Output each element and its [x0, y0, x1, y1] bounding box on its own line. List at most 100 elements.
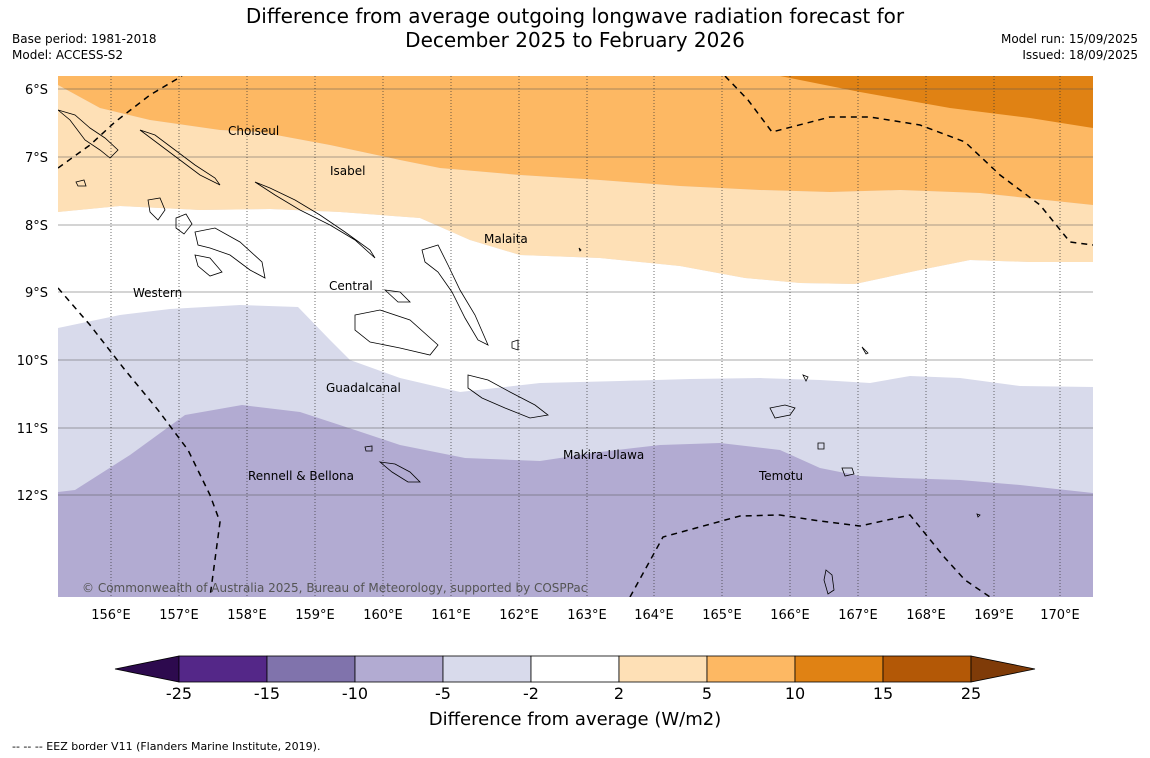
colorbar-segment: [354, 655, 444, 683]
island-vanikoro: [841, 467, 855, 477]
lat-label: 11°S: [17, 422, 48, 437]
region-label-choiseul: Choiseul: [228, 124, 279, 138]
base-period: Base period: 1981-2018: [12, 32, 157, 46]
eez-borders: [58, 76, 1093, 597]
island-ulawa: [511, 339, 519, 351]
island-reef: [861, 346, 869, 355]
lon-label: 162°E: [499, 608, 539, 623]
island-makira: [467, 374, 549, 419]
island-choiseul: [139, 129, 221, 186]
island-utupua: [817, 442, 825, 450]
colorbar-extend-max: [970, 655, 1036, 683]
lat-label: 10°S: [17, 354, 48, 369]
map-title: Difference from average outgoing longwav…: [0, 4, 1150, 52]
title-line-2: December 2025 to February 2026: [405, 28, 745, 52]
island-kolombangara: [175, 213, 193, 235]
copyright-note: © Commonwealth of Australia 2025, Bureau…: [82, 581, 587, 595]
region-label-makira-ulawa: Makira-Ulawa: [563, 448, 644, 462]
island-malaita: [421, 244, 489, 346]
lon-label: 165°E: [702, 608, 742, 623]
island-isabel: [254, 181, 376, 259]
colorbar-tick: 15: [872, 684, 894, 703]
latitude-labels: 6°S 7°S 8°S 9°S 10°S 11°S 12°S: [17, 83, 48, 504]
region-label-temotu: Temotu: [758, 469, 803, 483]
lon-label: 170°E: [1040, 608, 1080, 623]
meta-right: Model run: 15/09/2025 Issued: 18/09/2025: [1001, 31, 1138, 63]
colorbar-tick: -5: [435, 684, 451, 703]
graticule: [58, 88, 1093, 496]
colorbar: [114, 655, 1036, 683]
region-label-guadalcanal: Guadalcanal: [326, 381, 401, 395]
band-minus2-plus2: [58, 206, 1093, 392]
lon-label: 164°E: [634, 608, 674, 623]
island-ontong: [578, 247, 582, 252]
region-labels: Choiseul Isabel Malaita Western Central …: [133, 124, 803, 483]
colorbar-title: Difference from average (W/m2): [428, 709, 722, 730]
colorbar-segment: [530, 655, 620, 683]
meta-left: Base period: 1981-2018 Model: ACCESS-S2: [12, 31, 157, 63]
lon-label: 161°E: [431, 608, 471, 623]
lat-label: 8°S: [25, 219, 48, 234]
colorbar-segment: [618, 655, 708, 683]
colorbar-segment: [266, 655, 356, 683]
island-bellona: [364, 445, 373, 452]
map-fields: Choiseul Isabel Malaita Western Central …: [58, 76, 1093, 597]
lon-label: 168°E: [906, 608, 946, 623]
colorbar-tick: -25: [165, 684, 193, 703]
eez-south: [629, 514, 991, 597]
colorbar-tick: -2: [523, 684, 539, 703]
lon-label: 158°E: [227, 608, 267, 623]
island-florida: [383, 289, 411, 303]
lat-label: 9°S: [25, 286, 48, 301]
colorbar-segment: [442, 655, 532, 683]
island-guadalcanal: [354, 309, 439, 356]
island-new-georgia: [194, 227, 266, 279]
band-minus10-minus5: [58, 405, 1093, 597]
eez-north-west: [58, 76, 183, 169]
lon-label: 160°E: [363, 608, 403, 623]
lon-label: 167°E: [838, 608, 878, 623]
eez-footnote: -- -- -- EEZ border V11 (Flanders Marine…: [12, 740, 321, 753]
lon-label: 169°E: [974, 608, 1014, 623]
islands: [58, 109, 981, 595]
island-shortland: [75, 179, 87, 187]
lat-label: 7°S: [25, 151, 48, 166]
issued-date: Issued: 18/09/2025: [1022, 48, 1138, 62]
title-line-1: Difference from average outgoing longwav…: [245, 4, 905, 28]
colorbar-tick: 5: [701, 684, 713, 703]
lat-label: 6°S: [25, 83, 48, 98]
band-5-10: [58, 76, 1093, 205]
lon-label: 159°E: [295, 608, 335, 623]
colorbar-segment: [706, 655, 796, 683]
region-label-western: Western: [133, 286, 182, 300]
eez-north-east: [724, 76, 1093, 246]
band-2-5: [58, 76, 1093, 284]
region-label-central: Central: [329, 279, 373, 293]
colorbar-segment: [178, 655, 268, 683]
colorbar-tick: 25: [960, 684, 982, 703]
region-label-rennell-bellona: Rennell & Bellona: [248, 469, 354, 483]
model-run: Model run: 15/09/2025: [1000, 32, 1138, 46]
colorbar-segment: [882, 655, 972, 683]
region-label-malaita: Malaita: [484, 232, 528, 246]
colorbar-extend-min: [114, 655, 180, 683]
eez-west: [58, 287, 221, 597]
region-label-isabel: Isabel: [330, 164, 365, 178]
island-rendova: [194, 254, 223, 277]
lon-label: 166°E: [770, 608, 810, 623]
colorbar-tick: -10: [341, 684, 369, 703]
colorbar-tick: 2: [613, 684, 625, 703]
island-small-east: [976, 513, 981, 518]
lon-label: 163°E: [567, 608, 607, 623]
colorbar-tick: -15: [253, 684, 281, 703]
colorbar-segment: [794, 655, 884, 683]
island-duff: [802, 374, 809, 382]
model-name: Model: ACCESS-S2: [12, 48, 124, 62]
island-rennell: [378, 461, 421, 483]
island-santa-cruz: [769, 404, 796, 419]
colorbar-tick: 10: [784, 684, 806, 703]
longitude-labels: 156°E 157°E 158°E 159°E 160°E 161°E 162°…: [91, 608, 1080, 623]
island-vella-lavella: [147, 197, 166, 221]
island-bougainville: [58, 109, 119, 159]
